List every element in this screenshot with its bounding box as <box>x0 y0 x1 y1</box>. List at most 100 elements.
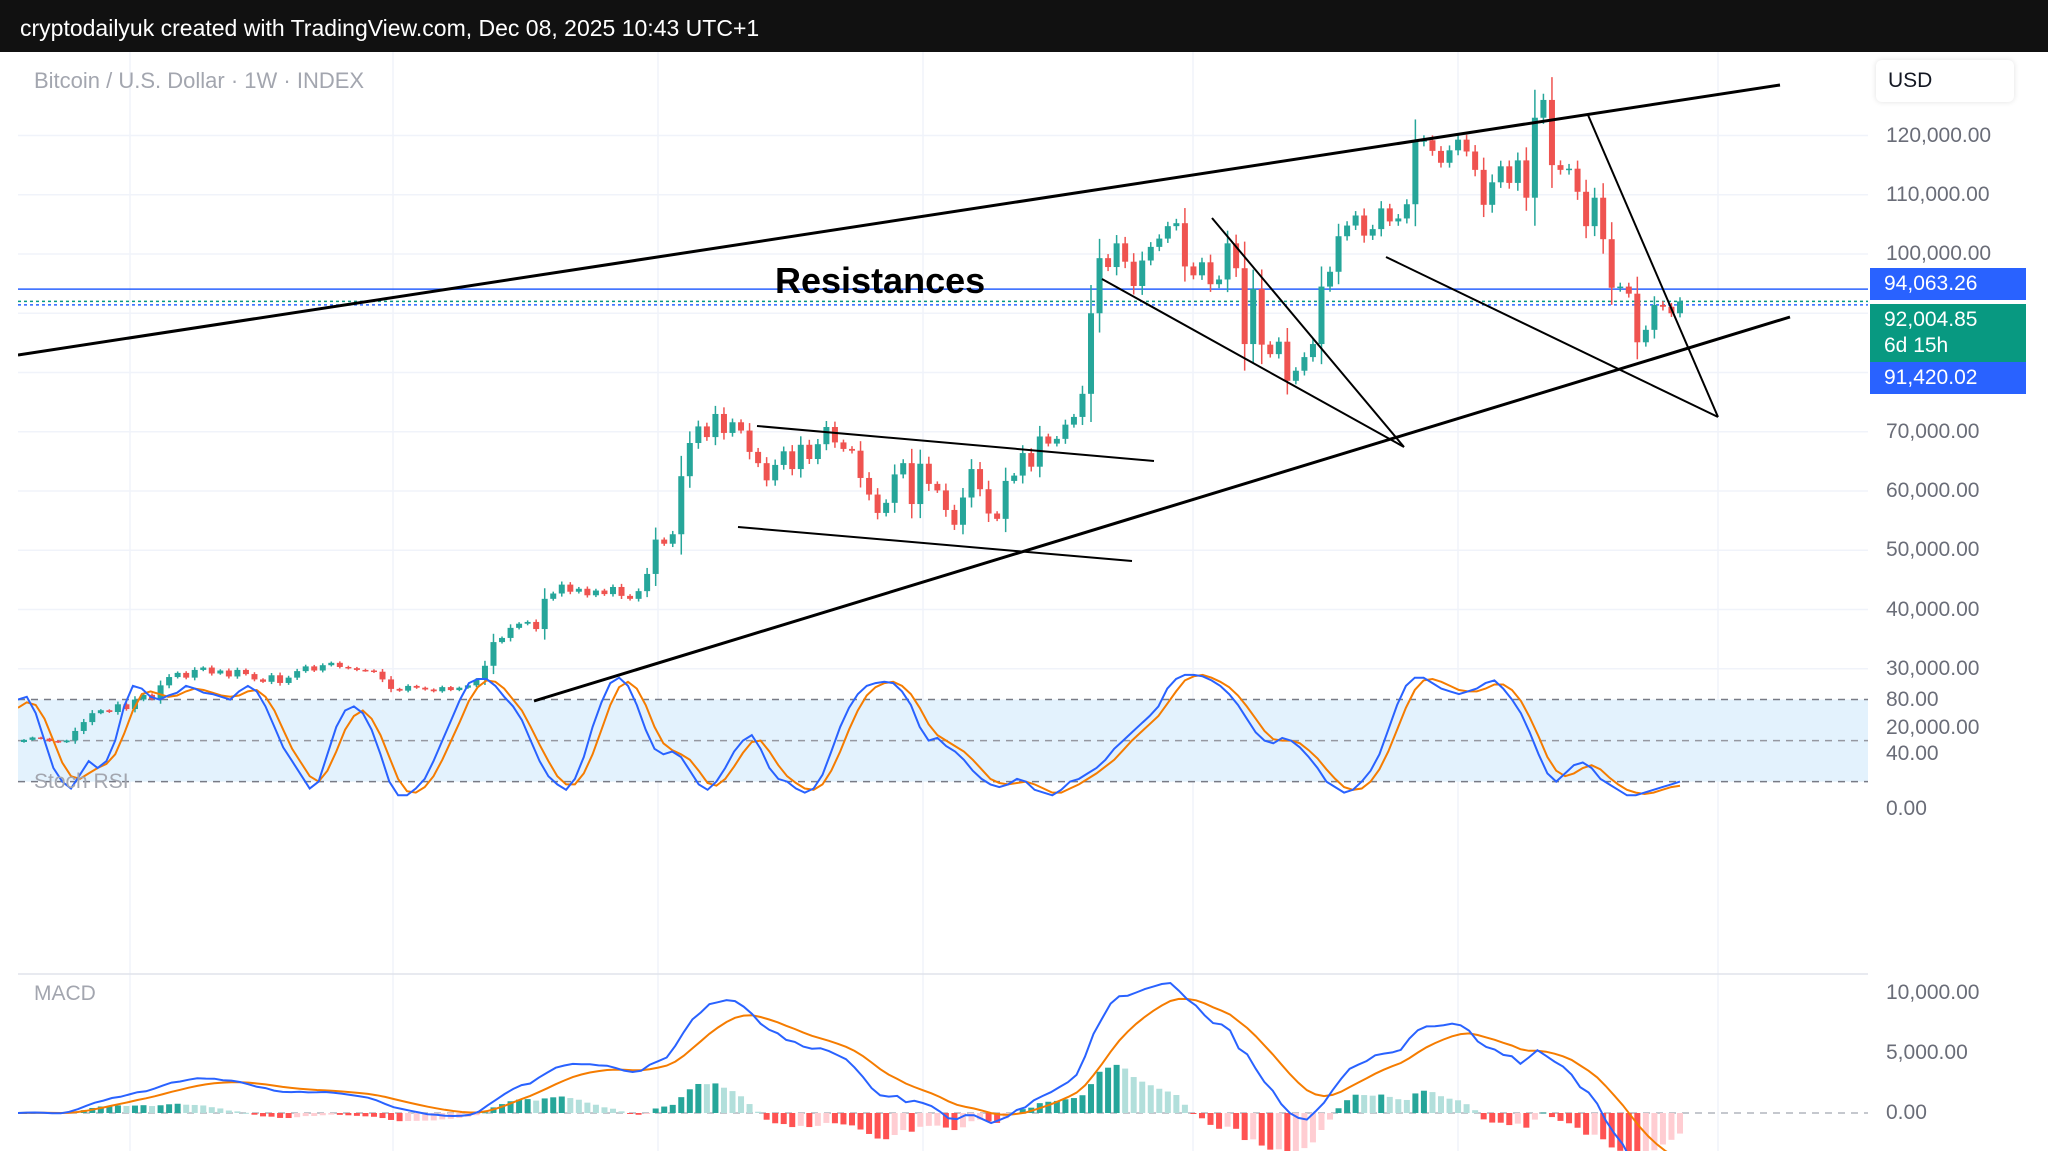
price-tick-label: 50,000.00 <box>1886 538 1980 562</box>
candle-up <box>814 444 821 460</box>
macd-histogram-bar <box>524 1099 531 1113</box>
macd-histogram-bar <box>934 1113 941 1126</box>
candle-down <box>1233 243 1240 269</box>
macd-histogram-bar <box>840 1113 847 1125</box>
trendline <box>18 83 1781 357</box>
candle-down <box>370 670 377 673</box>
macd-histogram-bar <box>1181 1104 1188 1113</box>
candle-up <box>217 670 224 674</box>
macd-histogram-bar <box>1352 1094 1359 1113</box>
macd-histogram-bar <box>208 1107 215 1113</box>
candle-up <box>883 502 890 513</box>
candle-up <box>481 665 488 681</box>
trendline <box>756 425 1155 462</box>
chart-frame[interactable]: Bitcoin / U.S. Dollar · 1W · INDEX Resis… <box>18 52 2030 1151</box>
macd-histogram-bar <box>1164 1091 1171 1113</box>
candle-down <box>763 463 770 481</box>
stoch-tick-label: 0.00 <box>1886 797 1927 820</box>
stoch-rsi-label[interactable]: Stoch RSI <box>34 770 129 793</box>
macd-pane <box>18 981 1868 1151</box>
candle-down <box>661 539 668 544</box>
candle-up <box>1318 286 1325 345</box>
candle-up <box>157 685 164 699</box>
macd-label[interactable]: MACD <box>34 982 96 1005</box>
macd-histogram-bar <box>831 1113 838 1124</box>
macd-histogram-bar <box>652 1108 659 1113</box>
macd-histogram-bar <box>353 1113 360 1116</box>
macd-histogram-bar <box>584 1102 591 1113</box>
macd-histogram-bar <box>1361 1095 1368 1113</box>
macd-histogram-bar <box>1378 1094 1385 1113</box>
candle-down <box>1659 304 1666 307</box>
candle-up <box>319 665 326 671</box>
top-bar: cryptodailyuk created with TradingView.c… <box>0 0 2048 52</box>
candle-down <box>1463 139 1470 152</box>
macd-histogram-bar <box>1506 1113 1513 1126</box>
candle-down <box>242 669 249 675</box>
macd-histogram-bar <box>738 1096 745 1113</box>
candle-up <box>1156 238 1163 247</box>
candle-down <box>806 444 813 460</box>
trendlines <box>18 83 1791 703</box>
macd-histogram-bar <box>1617 1113 1624 1151</box>
candle-up <box>1164 226 1171 239</box>
macd-histogram-bar <box>1403 1099 1410 1113</box>
macd-histogram-bar <box>1130 1077 1137 1113</box>
stoch-tick-label: 80.00 <box>1886 687 1939 711</box>
chart-canvas[interactable] <box>18 52 2030 1151</box>
macd-histogram-bar <box>268 1113 275 1117</box>
candle-down <box>1625 286 1632 294</box>
candle-down <box>1207 262 1214 285</box>
candle-up <box>524 621 531 624</box>
candle-down <box>874 494 881 513</box>
candle-down <box>1361 215 1368 236</box>
macd-histogram-bar <box>1207 1113 1214 1125</box>
macd-histogram-bar <box>959 1113 966 1128</box>
candle-down <box>831 427 838 443</box>
macd-histogram-bar <box>729 1091 736 1113</box>
macd-histogram-bar <box>1284 1113 1291 1151</box>
candle-down <box>1181 223 1188 267</box>
macd-histogram-bar <box>499 1104 506 1113</box>
macd-histogram-bar <box>345 1113 352 1116</box>
macd-histogram-bar <box>1250 1113 1257 1140</box>
candle-up <box>1275 341 1282 355</box>
macd-histogram-bar <box>1659 1113 1666 1145</box>
candle-up <box>900 463 907 475</box>
macd-histogram-bar <box>797 1113 804 1126</box>
macd-histogram-bar <box>114 1105 121 1113</box>
macd-histogram-bar <box>720 1087 727 1113</box>
macd-histogram-bar <box>994 1113 1001 1123</box>
candle-up <box>541 598 548 630</box>
stoch-d-line <box>18 673 1681 796</box>
macd-histogram-bar <box>1420 1090 1427 1113</box>
trendline <box>1587 114 1719 418</box>
macd-histogram-bar <box>370 1113 377 1117</box>
macd-histogram-bar <box>362 1113 369 1117</box>
macd-histogram-bar <box>1122 1068 1129 1113</box>
candle-up <box>669 534 676 544</box>
macd-histogram-bar <box>866 1113 873 1134</box>
currency-button[interactable]: USD <box>1876 60 2014 102</box>
macd-histogram-bar <box>234 1111 241 1113</box>
candle-up <box>1540 99 1547 118</box>
macd-histogram-bar <box>123 1105 130 1113</box>
macd-histogram-bar <box>746 1104 753 1113</box>
symbol-title[interactable]: Bitcoin / U.S. Dollar · 1W · INDEX <box>34 68 365 93</box>
macd-histogram-bar <box>1070 1098 1077 1113</box>
candle-down <box>1122 243 1129 262</box>
resistances-annotation[interactable]: Resistances <box>775 260 986 301</box>
macd-histogram-bar <box>1625 1113 1632 1151</box>
macd-histogram-bar <box>874 1113 881 1139</box>
trendline <box>1385 256 1719 418</box>
macd-histogram-bar <box>166 1104 173 1113</box>
macd-histogram-bar <box>183 1104 190 1113</box>
candle-up <box>1651 304 1658 330</box>
stoch-rsi-lines <box>18 673 1681 797</box>
macd-histogram-bar <box>806 1113 813 1128</box>
stoch-k-line <box>18 673 1681 797</box>
candle-down <box>388 679 395 689</box>
candle-up <box>1088 313 1095 394</box>
bar-countdown: 6d 15h <box>1884 334 1949 357</box>
macd-histogram-bar <box>1472 1110 1479 1113</box>
